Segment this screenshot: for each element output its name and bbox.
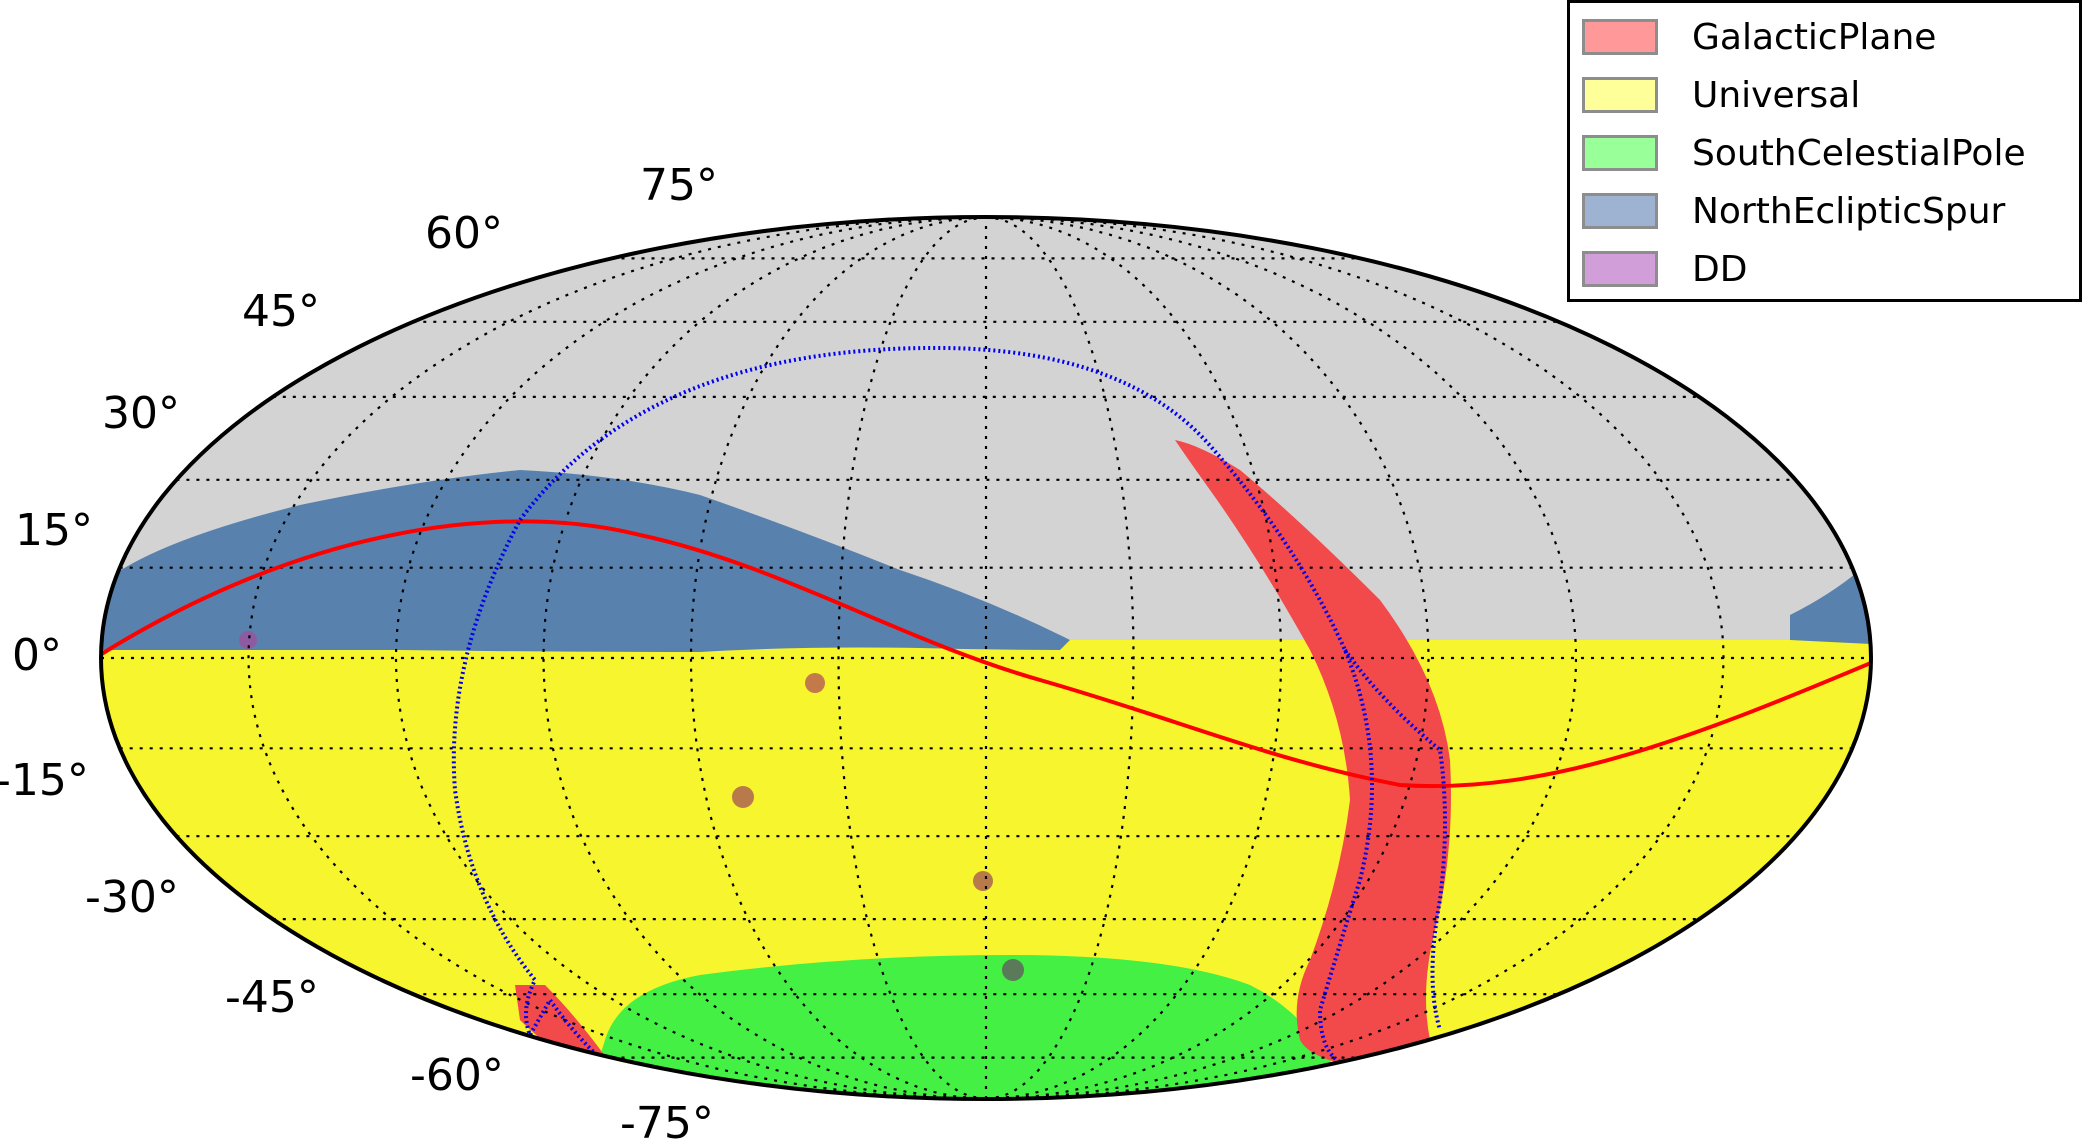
meridian-gridline (542, 217, 987, 1099)
legend-label: Universal (1692, 74, 1861, 116)
lat-tick-label: -30° (85, 872, 179, 923)
legend-label: NorthEclipticSpur (1692, 190, 2006, 232)
lat-tick-label: 30° (102, 388, 180, 439)
dd-field (973, 871, 993, 891)
dd-field (239, 631, 257, 649)
galactic-plane-line-east (1343, 648, 1447, 1031)
meridian-gridline (394, 217, 987, 1099)
sky-map-border (99, 215, 1873, 1101)
dd-field (805, 673, 825, 693)
legend: GalacticPlane Universal SouthCelestialPo… (1567, 0, 2082, 302)
legend-label: DD (1692, 248, 1748, 290)
dd-field (1002, 959, 1024, 981)
lat-tick-label: -45° (225, 972, 319, 1023)
meridian-gridline (689, 217, 987, 1099)
lat-tick-label: 0° (12, 630, 62, 681)
lat-tick-label: 15° (15, 505, 93, 556)
lat-tick-label: 75° (640, 160, 718, 211)
meridian-gridline (985, 217, 1135, 1099)
galactic-plane-region-south-west (515, 985, 615, 1070)
meridian-gridline (985, 217, 1430, 1099)
latitude-ticks: 75° 60° 45° 30° 15° 0° -15° -30° -45° -6… (0, 160, 718, 1142)
meridian-gridline (985, 217, 1578, 1099)
lat-tick-label: -15° (0, 755, 89, 806)
legend-item-north-ecliptic-spur: NorthEclipticSpur (1582, 190, 2006, 232)
meridian-gridline (837, 217, 987, 1099)
legend-label: SouthCelestialPole (1692, 132, 2026, 174)
legend-swatch (1582, 193, 1658, 229)
legend-item-galactic-plane: GalacticPlane (1582, 16, 1937, 58)
legend-swatch (1582, 77, 1658, 113)
north-ecliptic-spur-region (101, 470, 1070, 652)
legend-swatch (1582, 19, 1658, 55)
lat-tick-label: -60° (410, 1050, 504, 1101)
galactic-plane-line (451, 345, 1374, 1074)
lat-tick-label: -75° (620, 1098, 714, 1142)
meridian-gridline (247, 217, 987, 1099)
dd-field (732, 786, 754, 808)
lat-tick-label: 45° (242, 286, 320, 337)
legend-item-universal: Universal (1582, 74, 1861, 116)
legend-item-south-celestial-pole: SouthCelestialPole (1582, 132, 2026, 174)
graticule (101, 217, 1871, 1099)
ecliptic-line (101, 519, 1871, 789)
meridian-gridline (985, 217, 1283, 1099)
legend-swatch (1582, 135, 1658, 171)
legend-label: GalacticPlane (1692, 16, 1937, 58)
legend-swatch (1582, 251, 1658, 287)
meridian-gridline (985, 217, 1725, 1099)
lat-tick-label: 60° (425, 208, 503, 259)
legend-item-dd: DD (1582, 248, 1748, 290)
galactic-plane-region (1175, 440, 1451, 1070)
